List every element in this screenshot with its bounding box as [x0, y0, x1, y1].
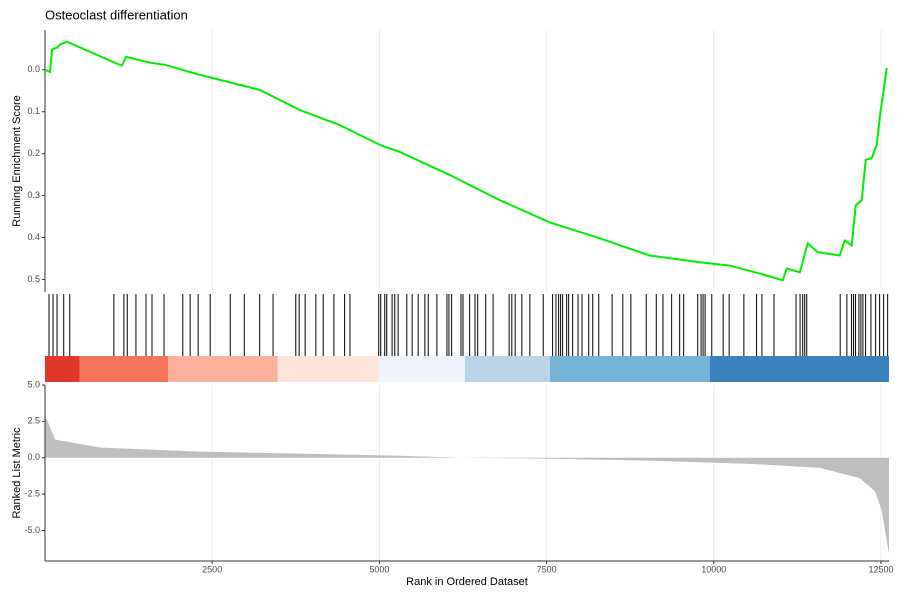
y-axis-label: Ranked List Metric	[11, 427, 23, 519]
y-tick-label: 2.5	[27, 416, 40, 426]
y-tick-label: 0.0	[27, 452, 40, 462]
rank-band	[168, 356, 278, 382]
x-axis-label: Rank in Ordered Dataset	[406, 576, 528, 588]
rank-band	[378, 356, 465, 382]
rank-band	[549, 356, 710, 382]
x-tick-label: 12500	[868, 564, 893, 574]
y-axis-label: Running Enrichment Score	[11, 95, 23, 226]
x-tick-label: 2500	[202, 564, 222, 574]
rank-band	[464, 356, 550, 382]
y-tick-label: 0.5	[27, 274, 40, 284]
x-tick-label: 10000	[701, 564, 726, 574]
y-tick-label: 5.0	[27, 379, 40, 389]
chart-title: Osteoclast differentiation	[45, 7, 188, 22]
x-tick-label: 5000	[369, 564, 389, 574]
y-tick-label: 0.2	[27, 148, 40, 158]
rank-band	[709, 356, 889, 382]
y-tick-label: 0.0	[27, 64, 40, 74]
running-score-line	[44, 40, 888, 282]
rank-band	[79, 356, 169, 382]
y-tick-label: 0.4	[27, 232, 40, 242]
y-tick-label: 0.3	[27, 190, 40, 200]
y-tick-label: -5.0	[24, 525, 40, 535]
rank-band	[277, 356, 379, 382]
y-tick-label: 0.1	[27, 106, 40, 116]
y-tick-label: -2.5	[24, 488, 40, 498]
rank-band	[45, 356, 80, 382]
x-tick-label: 7500	[537, 564, 557, 574]
